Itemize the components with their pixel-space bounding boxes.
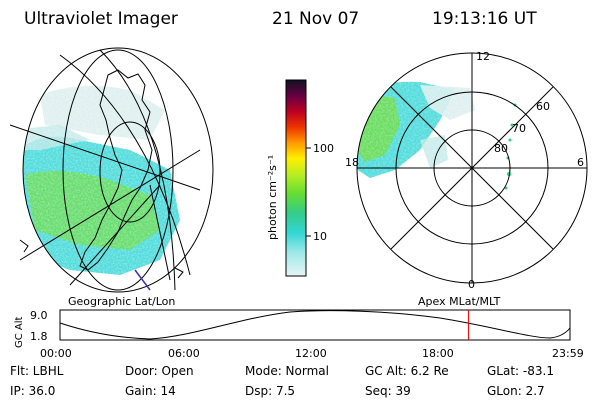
mlat-label-80: 80 (494, 142, 508, 155)
mlt-label-18: 18 (345, 156, 359, 169)
colorbar: 100 10 photon cm⁻²s⁻¹ (266, 79, 334, 277)
info-filter: Flt: LBHL (10, 364, 64, 378)
colorbar-unit-label: photon cm⁻²s⁻¹ (266, 155, 279, 240)
instrument-info: Flt: LBHL IP: 36.0 Door: Open Gain: 14 M… (10, 364, 554, 398)
apex-caption: Apex MLat/MLT (418, 295, 501, 308)
timeline-xtick-0: 00:00 (40, 347, 72, 360)
mlat-label-60: 60 (536, 100, 550, 113)
info-seq: Seq: 39 (365, 384, 411, 398)
geographic-caption: Geographic Lat/Lon (68, 295, 175, 308)
info-mode: Mode: Normal (245, 364, 329, 378)
info-glat: GLat: -83.1 (487, 364, 554, 378)
mlat-label-70: 70 (512, 122, 526, 135)
info-gain: Gain: 14 (125, 384, 176, 398)
info-door: Door: Open (125, 364, 194, 378)
orbit-timeline: GC Alt 9.0 1.8 00:00 06:00 12:00 18:00 2… (14, 309, 584, 360)
colorbar-tick-100: 100 (313, 142, 334, 155)
timeline-ytick-min: 1.8 (30, 330, 48, 343)
mlt-label-6: 6 (577, 156, 584, 169)
mlt-label-12: 12 (476, 50, 490, 63)
timeline-xtick-3: 18:00 (422, 347, 454, 360)
instrument-title: Ultraviolet Imager (24, 9, 178, 29)
geographic-map (9, 47, 214, 293)
colorbar-tick-10: 10 (313, 230, 327, 243)
time-label: 19:13:16 UT (432, 9, 537, 29)
info-dsp: Dsp: 7.5 (245, 384, 295, 398)
timeline-xtick-2: 12:00 (295, 347, 327, 360)
mlt-label-0: 0 (468, 278, 475, 291)
magnetic-polar-plot: 12 18 6 0 60 70 80 (345, 50, 588, 291)
timeline-xtick-4: 23:59 (552, 347, 584, 360)
info-gc-alt: GC Alt: 6.2 Re (365, 364, 449, 378)
timeline-xtick-1: 06:00 (168, 347, 200, 360)
date-label: 21 Nov 07 (272, 9, 359, 29)
info-ip: IP: 36.0 (10, 384, 55, 398)
info-glon: GLon: 2.7 (487, 384, 545, 398)
timeline-ytick-max: 9.0 (30, 309, 48, 322)
timeline-ylabel: GC Alt (14, 316, 25, 348)
